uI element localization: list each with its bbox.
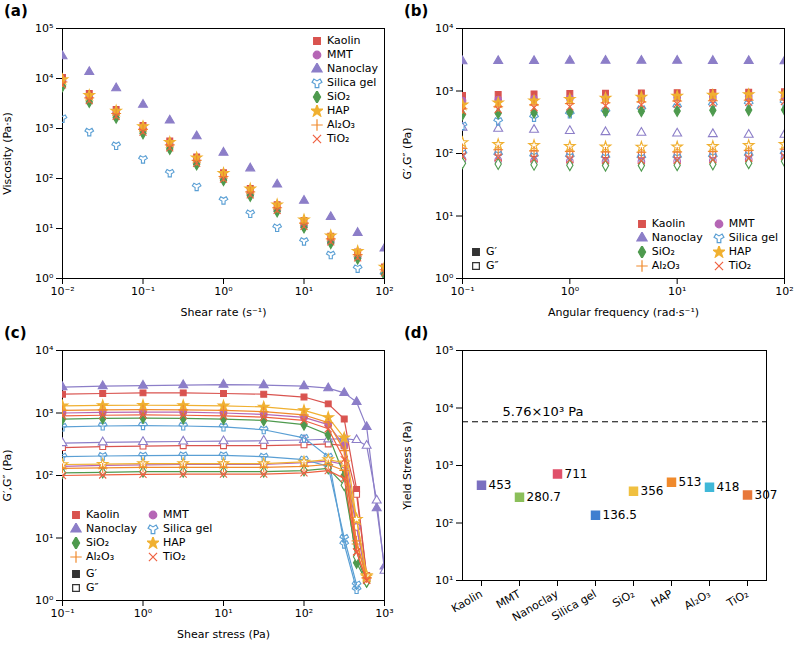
svg-text:MMT: MMT <box>494 587 523 612</box>
svg-text:G′,G″ (Pa): G′,G″ (Pa) <box>1 449 14 501</box>
svg-text:10¹: 10¹ <box>435 210 453 223</box>
html-text:Al₂O₃: Al₂O₃ <box>651 259 680 272</box>
svg-text:10¹: 10¹ <box>295 285 313 298</box>
svg-text:HAP: HAP <box>649 587 675 610</box>
svg-text:Viscosity (Pa·s): Viscosity (Pa·s) <box>1 112 14 195</box>
html-text:G″: G″ <box>486 259 499 272</box>
svg-text:10⁰: 10⁰ <box>435 272 454 285</box>
html-text:HAP: HAP <box>728 245 752 258</box>
svg-text:TiO₂: TiO₂ <box>724 587 751 610</box>
html-text:G′: G′ <box>86 567 97 580</box>
html-text:(d): (d) <box>404 324 429 342</box>
svg-text:10³: 10³ <box>435 85 453 98</box>
svg-text:Yield Stress (Pa): Yield Stress (Pa) <box>401 421 414 510</box>
svg-text:453: 453 <box>489 478 512 492</box>
svg-text:SiO₂: SiO₂ <box>610 587 637 610</box>
svg-text:10⁻¹: 10⁻¹ <box>450 285 474 298</box>
svg-text:10⁰: 10⁰ <box>561 285 580 298</box>
html-text:TiO₂: TiO₂ <box>327 132 350 145</box>
svg-text:10³: 10³ <box>35 122 53 135</box>
html-text:Al₂O₃: Al₂O₃ <box>327 118 355 131</box>
svg-text:G′,G″ (Pa): G′,G″ (Pa) <box>401 127 414 179</box>
svg-text:10¹: 10¹ <box>35 532 53 545</box>
svg-text:10⁰: 10⁰ <box>134 607 153 620</box>
html-text:(c): (c) <box>4 324 27 342</box>
svg-text:10¹: 10¹ <box>35 222 53 235</box>
svg-text:10²: 10² <box>775 285 793 298</box>
svg-text:Kaolin: Kaolin <box>449 587 485 615</box>
svg-text:10⁴: 10⁴ <box>35 344 54 357</box>
html-text:Silica gel: Silica gel <box>728 231 778 244</box>
svg-text:10⁴: 10⁴ <box>435 402 454 415</box>
html-text:MMT: MMT <box>728 217 755 230</box>
svg-text:10³: 10³ <box>435 459 453 472</box>
html-text:Silica gel: Silica gel <box>163 522 213 535</box>
html-text:Silica gel: Silica gel <box>327 76 377 89</box>
svg-text:10³: 10³ <box>375 607 393 620</box>
html-text:MMT: MMT <box>163 508 189 521</box>
svg-text:10⁰: 10⁰ <box>35 594 54 607</box>
svg-text:10²: 10² <box>375 285 393 298</box>
svg-text:Shear rate (s⁻¹): Shear rate (s⁻¹) <box>181 306 267 319</box>
svg-text:280.7: 280.7 <box>527 490 561 504</box>
html-text:Kaolin: Kaolin <box>327 34 361 47</box>
svg-text:10¹: 10¹ <box>668 285 686 298</box>
html-text:Nanoclay: Nanoclay <box>327 62 378 75</box>
svg-text:10⁵: 10⁵ <box>35 22 53 35</box>
svg-text:Silica gel: Silica gel <box>550 587 599 623</box>
svg-text:136.5: 136.5 <box>603 508 637 522</box>
html-text:Kaolin: Kaolin <box>86 508 120 521</box>
svg-text:10²: 10² <box>435 147 453 160</box>
html-text:HAP: HAP <box>327 104 350 117</box>
svg-text:10²: 10² <box>35 469 53 482</box>
svg-text:Nanoclay: Nanoclay <box>510 587 561 625</box>
svg-text:10³: 10³ <box>35 407 53 420</box>
svg-text:10⁴: 10⁴ <box>35 72 54 85</box>
svg-text:Angular frequency (rad·s⁻¹): Angular frequency (rad·s⁻¹) <box>548 306 699 319</box>
html-text:G′: G′ <box>486 245 497 258</box>
svg-text:10²: 10² <box>435 517 453 530</box>
svg-text:10⁴: 10⁴ <box>435 22 454 35</box>
svg-text:10⁻²: 10⁻² <box>50 285 74 298</box>
html-text:SiO₂: SiO₂ <box>86 536 110 549</box>
svg-text:10⁰: 10⁰ <box>35 272 54 285</box>
html-text:HAP: HAP <box>163 536 186 549</box>
html-text:TiO₂: TiO₂ <box>163 550 186 563</box>
svg-text:5.76×10³ Pa: 5.76×10³ Pa <box>503 404 584 419</box>
html-text:TiO₂: TiO₂ <box>728 259 752 272</box>
svg-text:10¹: 10¹ <box>214 607 232 620</box>
svg-text:10⁻¹: 10⁻¹ <box>50 607 74 620</box>
html-text:Nanoclay: Nanoclay <box>651 231 703 244</box>
svg-text:356: 356 <box>641 484 664 498</box>
svg-text:10¹: 10¹ <box>435 574 453 587</box>
html-text:Al₂O₃: Al₂O₃ <box>86 550 115 563</box>
html-text:SiO₂: SiO₂ <box>651 245 675 258</box>
svg-text:Al₂O₃: Al₂O₃ <box>682 587 713 612</box>
svg-text:10²: 10² <box>35 172 53 185</box>
html-text:(a): (a) <box>4 2 28 20</box>
svg-text:307: 307 <box>755 488 778 502</box>
svg-text:10²: 10² <box>295 607 313 620</box>
svg-text:10⁵: 10⁵ <box>435 344 453 357</box>
html-text:(b): (b) <box>404 2 429 20</box>
svg-text:10⁻¹: 10⁻¹ <box>131 285 155 298</box>
svg-text:711: 711 <box>565 467 588 481</box>
html-text:MMT: MMT <box>327 48 353 61</box>
html-text:Nanoclay: Nanoclay <box>86 522 137 535</box>
html-text:SiO₂: SiO₂ <box>327 90 351 103</box>
svg-text:10⁰: 10⁰ <box>214 285 233 298</box>
svg-text:513: 513 <box>679 475 702 489</box>
svg-text:Shear stress (Pa): Shear stress (Pa) <box>177 628 270 641</box>
html-text:G″: G″ <box>86 581 99 594</box>
svg-text:418: 418 <box>717 480 740 494</box>
html-text:Kaolin: Kaolin <box>651 217 686 230</box>
